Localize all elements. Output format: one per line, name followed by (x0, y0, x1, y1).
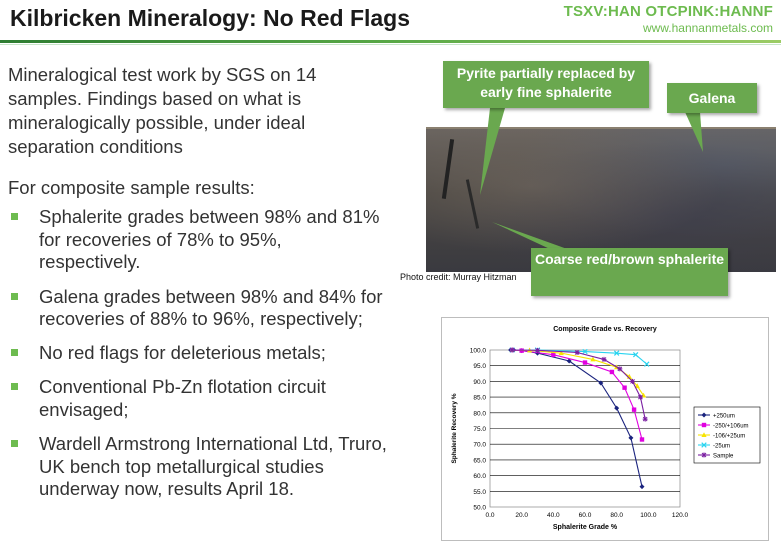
data-point (558, 350, 564, 356)
y-tick-label: 70.0 (473, 442, 486, 449)
y-tick-label: 55.0 (473, 489, 486, 496)
data-point (617, 366, 623, 372)
list-item: Galena grades between 98% and 84% for re… (8, 286, 388, 331)
data-point (644, 361, 650, 367)
legend-label: -250/+106um (713, 423, 749, 429)
data-point (642, 416, 648, 422)
data-point (637, 394, 643, 400)
y-tick-label: 65.0 (473, 457, 486, 464)
data-point (551, 352, 556, 357)
data-point (582, 348, 588, 355)
bullet-text: Galena grades between 98% and 84% for re… (39, 285, 383, 330)
header-rule (0, 40, 781, 43)
header-rule-thin (0, 44, 781, 45)
callout-pyrite: Pyrite partially replaced by early fine … (443, 61, 649, 108)
list-item: Conventional Pb-Zn flotation circuit env… (8, 376, 388, 421)
legend-label: -106/+25um (713, 433, 745, 439)
data-point (582, 360, 588, 365)
grade-recovery-chart: Composite Grade vs. Recovery 50.0 55.0 60.0… (441, 317, 769, 541)
x-tick-label: 40.0 (547, 512, 560, 519)
data-point (598, 380, 604, 386)
series-line (512, 349, 643, 440)
callout-sphalerite: Coarse red/brown sphalerite (531, 248, 728, 296)
bullet-text: No red flags for deleterious metals; (39, 341, 326, 363)
legend-label: +250um (713, 413, 735, 419)
data-point (609, 369, 615, 375)
data-point (632, 351, 639, 358)
composite-heading: For composite sample results: (8, 177, 255, 198)
data-point (701, 412, 707, 418)
bullet-square-icon (11, 348, 18, 356)
sphalerite-leader (492, 222, 570, 250)
data-point (509, 347, 515, 353)
data-point (566, 358, 572, 364)
bullet-text: Conventional Pb-Zn flotation circuit env… (39, 376, 326, 420)
y-tick-label: 60.0 (473, 473, 486, 480)
x-tick-label: 20.0 (515, 512, 528, 519)
data-point (701, 432, 707, 437)
y-tick-label: 50.0 (473, 505, 486, 512)
data-point (639, 437, 645, 442)
bullet-square-icon (11, 213, 18, 220)
page-title: Kilbricken Mineralogy: No Red Flags (10, 5, 411, 31)
data-point (639, 484, 645, 490)
website-link[interactable]: www.hannanmetals.com (642, 21, 773, 35)
bullet-square-icon (11, 383, 18, 390)
y-tick-label: 85.0 (473, 395, 486, 402)
x-tick-label: 100.0 (640, 512, 657, 519)
ticker-symbols: TSXV:HAN OTCPINK:HANNF (563, 3, 773, 20)
data-point (701, 452, 707, 458)
series-line (512, 349, 646, 420)
y-tick-label: 100.0 (470, 348, 487, 355)
legend-label: -25um (713, 443, 730, 449)
y-axis-label: Sphalerite Recovery % (451, 393, 458, 463)
x-tick-label: 0.0 (485, 512, 494, 519)
y-tick-label: 90.0 (473, 379, 486, 386)
bullet-text: Sphalerite grades between 98% and 81% fo… (39, 206, 380, 272)
intro-paragraph: Mineralogical test work by SGS on 14 sam… (8, 64, 317, 157)
data-point (640, 392, 647, 398)
list-item: No red flags for deleterious metals; (8, 342, 388, 365)
y-tick-label: 80.0 (473, 410, 486, 417)
x-axis-label: Sphalerite Grade % (553, 524, 618, 531)
data-point (590, 356, 596, 362)
data-point (613, 350, 620, 356)
legend-label: Sample (713, 453, 734, 459)
data-point (631, 407, 637, 412)
y-tick-label: 75.0 (473, 426, 486, 433)
data-point (701, 442, 707, 448)
list-item: Sphalerite grades between 98% and 81% fo… (8, 206, 388, 274)
photo-credit: Photo credit: Murray Hitzman (400, 272, 517, 282)
data-point (630, 378, 635, 384)
data-point (601, 356, 607, 362)
galena-leader (685, 112, 703, 152)
data-point (634, 383, 640, 389)
bullet-square-icon (11, 292, 18, 300)
pyrite-leader (480, 108, 505, 195)
findings-list: Sphalerite grades between 98% and 81% fo… (8, 206, 388, 501)
data-point (628, 435, 634, 441)
list-item: Wardell Armstrong International Ltd, Tru… (8, 433, 388, 501)
data-point (574, 350, 580, 356)
bullet-square-icon (11, 440, 18, 447)
bullet-text: Wardell Armstrong International Ltd, Tru… (39, 433, 387, 499)
x-tick-label: 80.0 (610, 512, 623, 519)
x-tick-label: 60.0 (579, 512, 592, 519)
data-point (622, 385, 627, 390)
y-tick-label: 95.0 (473, 363, 486, 370)
chart-svg: Composite Grade vs. Recovery 50.0 55.0 60.0… (451, 326, 761, 531)
data-point (701, 422, 707, 428)
chart-title: Composite Grade vs. Recovery (553, 326, 657, 333)
x-tick-label: 120.0 (672, 512, 689, 519)
callout-galena: Galena (667, 83, 757, 113)
data-point (614, 405, 620, 411)
data-point (535, 347, 540, 353)
